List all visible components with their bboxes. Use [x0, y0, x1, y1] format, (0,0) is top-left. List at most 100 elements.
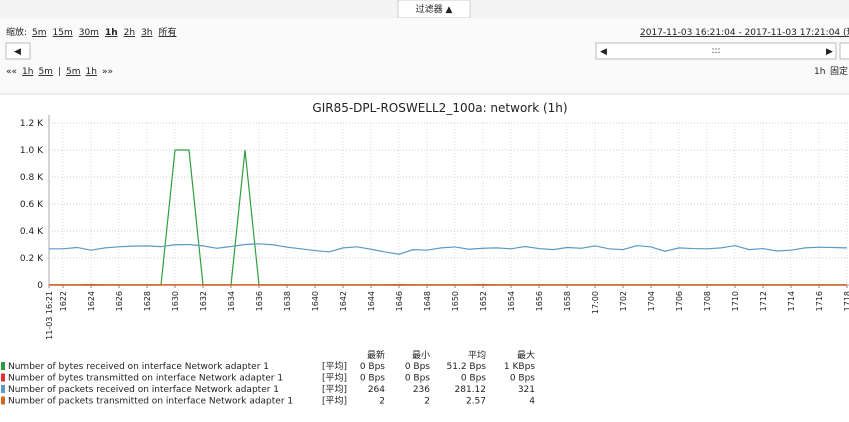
x-tick-label: 1642 [339, 291, 348, 311]
y-tick-label: 0 [37, 281, 43, 291]
y-tick-label: 0.4 K [20, 227, 44, 237]
y-tick-label: 0.8 K [20, 173, 44, 183]
x-tick-label: 1632 [199, 291, 208, 311]
series-group [49, 149, 848, 286]
nav-item[interactable]: 1h [22, 67, 33, 77]
series-line [49, 149, 847, 286]
arrow: ▶ [826, 47, 833, 57]
x-tick-label: 1628 [143, 291, 152, 311]
x-tick-label: 1646 [395, 291, 404, 311]
legend-name: Number of bytes received on interface Ne… [8, 362, 269, 372]
x-tick-label: 1652 [479, 291, 488, 311]
nav-item[interactable]: 5m [38, 67, 53, 77]
series-line [49, 243, 848, 255]
x-tick-label: 1630 [171, 291, 180, 311]
legend-value: 2.57 [466, 397, 486, 407]
legend-func: [平均] [322, 372, 347, 384]
filter-tab-label[interactable]: 过滤器 ▲ [416, 3, 453, 15]
y-tick-label: 0.2 K [20, 254, 44, 264]
x-tick-label: 1634 [227, 291, 236, 311]
legend-swatch [1, 362, 5, 370]
legend-func: [平均] [322, 395, 347, 407]
scroll-thumb[interactable]: ::: [711, 46, 720, 56]
legend-swatch [1, 385, 5, 393]
nav: «« 1h 5m | 5m 1h »» [6, 67, 113, 77]
legend-name: Number of bytes transmitted on interface… [8, 374, 283, 384]
y-tick-label: 0.6 K [20, 200, 44, 210]
legend-func: [平均] [322, 360, 347, 372]
legend-name: Number of packets received on interface … [8, 385, 279, 395]
zoom-option[interactable]: 5m [32, 28, 47, 38]
legend-value: 236 [413, 385, 430, 395]
x-tick-label: 1656 [535, 291, 544, 311]
scroll-right[interactable] [839, 42, 849, 60]
x-tick-label: 1706 [675, 291, 684, 311]
legend-header: 最大 [517, 349, 535, 361]
legend-value: 264 [368, 385, 385, 395]
scroll-track[interactable] [595, 42, 837, 60]
x-tick-label: 1636 [255, 291, 264, 311]
legend-value: 0 Bps [360, 374, 385, 384]
x-tick-label: 1640 [311, 291, 320, 311]
legend-value: 281.12 [455, 385, 487, 395]
legend-value: 2 [424, 397, 430, 407]
zoom-option[interactable]: 3h [141, 28, 152, 38]
zoom-option[interactable]: 所有 [159, 26, 177, 38]
x-tick-label: 1622 [59, 291, 68, 311]
x-tick-label: 1708 [703, 291, 712, 311]
nav-item: | [58, 67, 61, 77]
legend-value: 4 [529, 397, 535, 407]
nav-item[interactable]: 1h [86, 67, 97, 77]
x-tick-label: 1638 [283, 291, 292, 311]
legend-func: [平均] [322, 383, 347, 395]
legend: 最新 最小 平均 最大 Number of bytes received on inte… [1, 349, 535, 407]
zoom-option[interactable]: 30m [79, 28, 99, 38]
scroll-left[interactable] [5, 42, 31, 60]
arrow: ◀ [600, 47, 607, 57]
x-tick-label: 1626 [115, 291, 124, 311]
legend-value: 0 Bps [360, 362, 385, 372]
legend-value: 2 [379, 397, 385, 407]
zoom-option[interactable]: 15m [53, 28, 73, 38]
x-tick-label: 1658 [563, 291, 572, 311]
x-tick-label: 1702 [619, 291, 628, 311]
legend-header: 平均 [468, 349, 486, 361]
y-tick-label: 1.0 K [20, 146, 44, 156]
fixed[interactable]: 固定 [830, 65, 848, 77]
zoom-options: 5m 15m 30m 1h 2h 3h 所有 [32, 26, 177, 38]
x-tick-label: 17:00 [591, 291, 600, 314]
x-tick-label: 1712 [759, 291, 768, 311]
x-tick-label: 1644 [367, 291, 376, 311]
legend-value: 1 KBps [504, 362, 535, 372]
x-tick-label: 11-03 16:21 [45, 291, 54, 340]
x-tick-label: 1718 [843, 291, 849, 311]
zoom-option[interactable]: 1h [105, 28, 118, 38]
legend-value: 0 Bps [510, 374, 535, 384]
nav-item: »» [102, 67, 113, 77]
nav-item[interactable]: 5m [66, 67, 81, 77]
x-tick-label: 1710 [731, 291, 740, 311]
x-tick-label: 1654 [507, 291, 516, 311]
legend-value: 0 Bps [461, 374, 486, 384]
plot: 0 0.2 K 0.4 K 0.6 K 0.8 K 1.0 K 1.2 K 11-03 16:… [20, 115, 849, 340]
period: 1h [814, 67, 825, 77]
x-tick-label: 1624 [87, 291, 96, 311]
nav-item: «« [6, 67, 17, 77]
zoom-option[interactable]: 2h [124, 28, 135, 38]
legend-value: 0 Bps [405, 362, 430, 372]
legend-swatch [1, 396, 5, 405]
x-tick-label: 1704 [647, 291, 656, 311]
x-tick-label: 1714 [787, 291, 796, 311]
legend-header: 最小 [412, 350, 430, 361]
arrow: ◀ [14, 47, 21, 57]
y-tick-label: 1.2 K [20, 119, 44, 129]
time-range: 2017-11-03 16:21:04 - 2017-11-03 17:21:0… [640, 26, 849, 38]
legend-swatch [1, 373, 5, 382]
legend-value: 0 Bps [405, 374, 430, 384]
chart-title: GIR85-DPL-ROSWELL2_100a: network (1h) [312, 101, 567, 115]
x-tick-label: 1648 [423, 291, 432, 311]
legend-value: 51.2 Bps [447, 362, 487, 372]
zoom-label: 缩放: [6, 26, 27, 38]
